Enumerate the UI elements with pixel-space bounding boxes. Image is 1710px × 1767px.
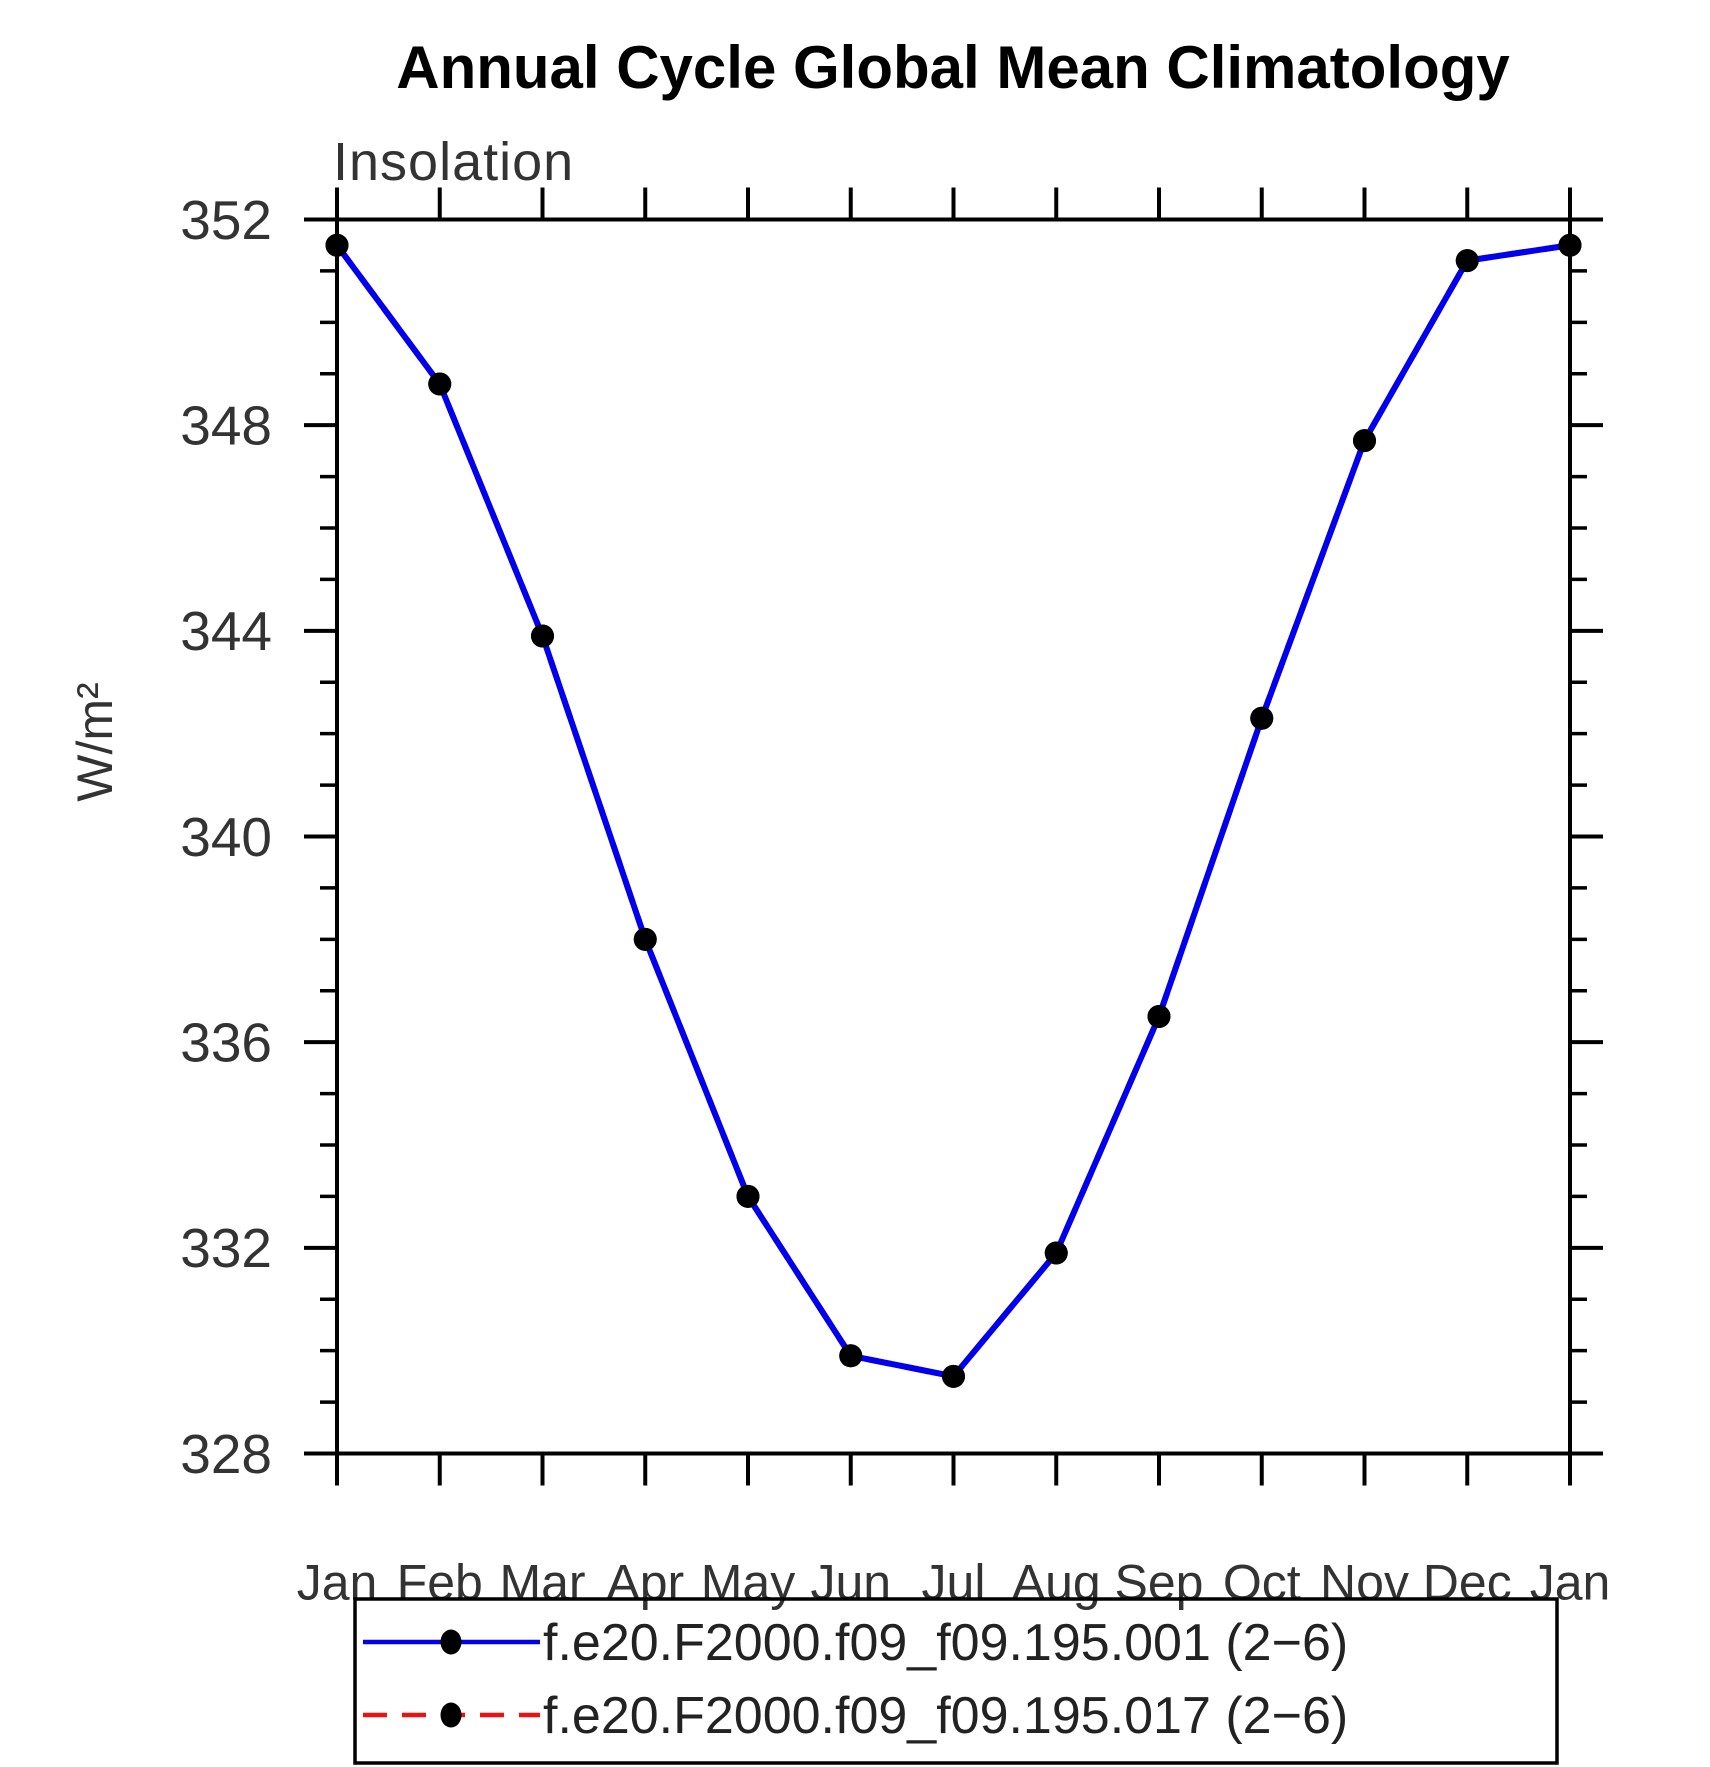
- x-tick-label: Aug: [1012, 1555, 1101, 1611]
- axis-ticks: [304, 187, 1603, 1486]
- plot-border: [335, 217, 1572, 1456]
- y-axis-title: W/m²: [67, 682, 123, 801]
- data-point-marker: [633, 927, 657, 951]
- x-tick-label: Mar: [499, 1555, 585, 1611]
- series-line: [334, 242, 1571, 1380]
- chart-subtitle: Insolation: [333, 132, 574, 192]
- data-point-marker: [1044, 1241, 1068, 1265]
- x-tick-label: Jan: [297, 1555, 378, 1611]
- data-point-marker: [1455, 249, 1479, 273]
- data-point-marker: [839, 1344, 863, 1368]
- plot-box: [335, 217, 1572, 1456]
- x-tick-label: May: [701, 1555, 795, 1611]
- y-tick-label: 340: [180, 806, 272, 868]
- x-tick-label: Sep: [1115, 1555, 1204, 1611]
- legend-entry-label: f.e20.F2000.f09_f09.195.001 (2−6): [543, 1614, 1348, 1672]
- data-series: [325, 233, 1582, 1388]
- x-tick-label: Dec: [1423, 1555, 1512, 1611]
- x-tick-label: Feb: [397, 1555, 483, 1611]
- y-tick-label: 348: [180, 394, 272, 456]
- y-tick-label: 336: [180, 1011, 272, 1073]
- x-tick-label: Jun: [810, 1555, 891, 1611]
- data-point-marker: [1250, 706, 1274, 730]
- legend-box: [353, 1597, 1559, 1765]
- data-point-marker: [942, 1364, 965, 1388]
- legend-marker: [440, 1629, 462, 1655]
- chart-title: Annual Cycle Global Mean Climatology: [396, 34, 1510, 101]
- y-tick-label: 328: [180, 1423, 272, 1485]
- x-tick-label: Jan: [1530, 1555, 1611, 1611]
- legend-entry-label: f.e20.F2000.f09_f09.195.017 (2−6): [543, 1687, 1348, 1745]
- data-point-marker: [1147, 1004, 1171, 1028]
- data-point-marker: [531, 624, 554, 648]
- x-tick-label: Oct: [1223, 1555, 1301, 1611]
- legend: f.e20.F2000.f09_f09.195.001 (2−6) f.e20.F…: [353, 1597, 1559, 1765]
- x-tick-label: Apr: [606, 1555, 684, 1611]
- y-tick-label: 332: [180, 1217, 272, 1279]
- data-point-marker: [428, 372, 452, 396]
- x-tick-label: Jul: [922, 1555, 986, 1611]
- series-line: [334, 242, 1571, 1380]
- data-point-marker: [1353, 429, 1376, 453]
- y-tick-label: 344: [180, 600, 272, 662]
- y-tick-label: 352: [180, 189, 272, 251]
- legend-marker: [440, 1702, 462, 1728]
- axis-tick-labels: Jan Feb Mar Apr May Jun Jul Aug Sep Oct Nov Dec Jan 3…: [180, 189, 1610, 1611]
- data-point-marker: [736, 1184, 760, 1208]
- x-tick-label: Nov: [1320, 1555, 1409, 1611]
